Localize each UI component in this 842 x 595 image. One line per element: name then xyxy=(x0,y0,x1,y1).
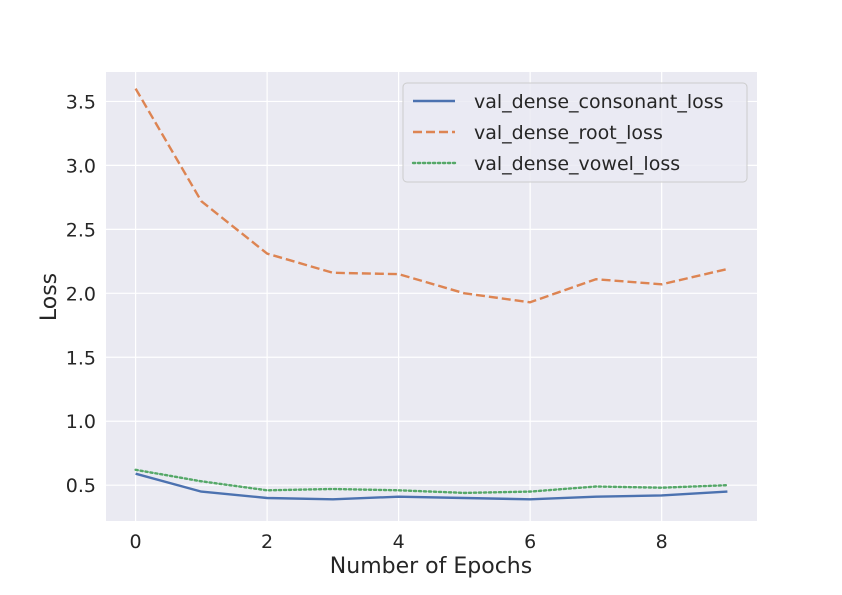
y-tick-label: 3.0 xyxy=(66,155,96,177)
legend-label: val_dense_root_loss xyxy=(474,122,663,144)
x-tick-label: 8 xyxy=(656,531,668,553)
x-tick-label: 0 xyxy=(130,531,142,553)
y-tick-label: 0.5 xyxy=(66,475,96,497)
series-line-val-dense-consonant-loss xyxy=(135,472,728,501)
y-tick-label: 3.5 xyxy=(66,91,96,113)
y-tick-label: 2.5 xyxy=(66,219,96,241)
legend: val_dense_consonant_loss val_dense_root_l… xyxy=(402,82,748,183)
series-group xyxy=(134,87,729,501)
series-line-val-dense-vowel-loss xyxy=(134,468,729,495)
y-tick-label: 1.0 xyxy=(66,411,96,433)
y-tick-label: 1.5 xyxy=(66,347,96,369)
legend-box xyxy=(402,82,748,183)
x-tick-label: 6 xyxy=(524,531,536,553)
legend-label: val_dense_vowel_loss xyxy=(474,153,680,175)
legend-label: val_dense_consonant_loss xyxy=(474,91,724,113)
legend-items: val_dense_consonant_loss val_dense_root_l… xyxy=(411,91,724,175)
series-line-val-dense-root-loss xyxy=(134,87,728,304)
x-tick-labels: 0 2 4 6 8 xyxy=(130,531,668,553)
x-axis-label: Number of Epochs xyxy=(330,554,532,579)
x-tick-label: 2 xyxy=(261,531,273,553)
x-tick-label: 4 xyxy=(393,531,405,553)
y-tick-labels: 0.5 1.0 1.5 2.0 2.5 3.0 3.5 xyxy=(66,91,96,497)
y-tick-label: 2.0 xyxy=(66,283,96,305)
y-axis-label: Loss xyxy=(37,273,62,321)
